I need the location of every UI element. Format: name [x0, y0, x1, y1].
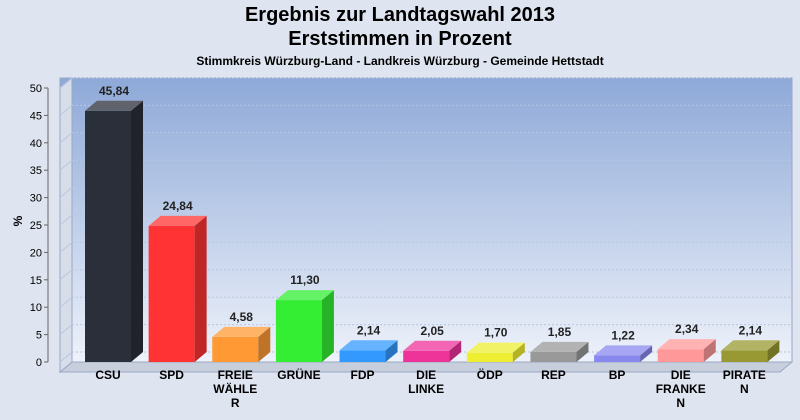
bar-top: [339, 340, 398, 351]
y-tick-label: 40: [30, 138, 42, 150]
y-tick-label: 50: [30, 83, 42, 95]
gridline-side: [59, 132, 73, 144]
x-tick-label: LINKE: [408, 382, 444, 396]
chart-subtitle: Erststimmen in Prozent: [288, 28, 512, 50]
data-label: 1,22: [611, 328, 635, 342]
data-label: 4,58: [230, 310, 254, 324]
data-label: 11,30: [290, 273, 320, 287]
bar-top: [275, 290, 334, 301]
x-tick-label: R: [231, 396, 240, 410]
y-tick-label: 15: [30, 275, 42, 287]
gridline-side: [59, 296, 73, 308]
data-label: 1,70: [484, 326, 508, 340]
gridline-side: [59, 324, 73, 335]
bar: [148, 225, 195, 362]
bar: [85, 110, 131, 362]
x-tick-label: FDP: [351, 368, 375, 382]
y-tick-label: 10: [30, 302, 42, 314]
data-label: 1,85: [548, 325, 572, 339]
data-label: 24,84: [163, 199, 193, 213]
y-tick-label: 25: [30, 220, 42, 232]
bar-side: [640, 345, 653, 362]
data-label: 2,14: [357, 323, 381, 337]
bar: [530, 351, 577, 362]
bar-side: [449, 340, 462, 362]
x-tick-label: CSU: [95, 368, 120, 382]
chart-location: Stimmkreis Würzburg-Land - Landkreis Wür…: [196, 54, 604, 68]
bar-top: [148, 215, 207, 226]
bar: [403, 350, 450, 362]
data-label: 45,84: [99, 84, 129, 98]
gridline-side: [59, 351, 73, 363]
chart-title: Ergebnis zur Landtagswahl 2013: [244, 4, 556, 26]
y-tick-label: 45: [30, 110, 42, 122]
y-tick-label: 30: [30, 193, 42, 205]
y-tick-label: 20: [30, 247, 42, 259]
x-tick-label: SPD: [159, 368, 184, 382]
x-tick-label: WÄHLE: [213, 381, 257, 396]
y-tick-label: 0: [36, 357, 42, 369]
x-tick-label: N: [676, 396, 685, 410]
bar-side: [512, 342, 525, 362]
bar-side: [576, 341, 589, 362]
bar-side: [767, 340, 780, 362]
x-tick-label: DIE: [671, 368, 691, 382]
bar-side: [703, 339, 716, 362]
bar-top: [657, 339, 716, 350]
bar-top: [594, 345, 653, 356]
gridline-side: [59, 214, 73, 226]
y-axis-label: %: [11, 215, 25, 226]
bar-top: [721, 340, 780, 351]
bar: [721, 350, 768, 362]
x-tick-label: FRANKE: [656, 382, 706, 396]
bar-side: [385, 340, 398, 362]
bar: [466, 352, 513, 362]
y-tick-label: 35: [30, 165, 42, 177]
gridline-side: [59, 242, 73, 253]
bar-top: [403, 340, 462, 351]
data-label: 2,05: [421, 324, 445, 338]
bar-top: [466, 342, 525, 353]
plot-left-wall: [59, 76, 73, 374]
data-label: 2,34: [675, 322, 699, 336]
y-tick-label: 5: [36, 330, 42, 342]
gridline-side: [59, 187, 73, 198]
gridline-side: [59, 159, 73, 171]
x-tick-label: PIRATE: [723, 368, 766, 382]
x-tick-label: GRÜNE: [277, 367, 320, 382]
x-tick-label: REP: [541, 368, 566, 382]
bar-top: [212, 326, 271, 337]
bar-top: [85, 100, 143, 111]
bar: [594, 355, 641, 362]
data-label: 2,14: [739, 323, 763, 337]
x-tick-label: ÖDP: [477, 367, 503, 382]
x-tick-label: N: [740, 382, 749, 396]
x-tick-label: BP: [609, 368, 626, 382]
gridline-side: [59, 105, 73, 116]
bar: [212, 336, 259, 362]
gridline-side: [59, 269, 73, 281]
bar: [339, 350, 386, 362]
bar-top: [530, 341, 589, 352]
x-tick-label: DIE: [416, 368, 436, 382]
bar-side: [131, 100, 143, 362]
bar: [657, 349, 704, 362]
gridline-side: [59, 77, 73, 89]
bar: [275, 300, 322, 362]
bar-side: [258, 326, 271, 362]
bar-side: [321, 290, 334, 362]
x-tick-label: FREIE: [218, 368, 253, 382]
bar-side: [194, 215, 207, 362]
